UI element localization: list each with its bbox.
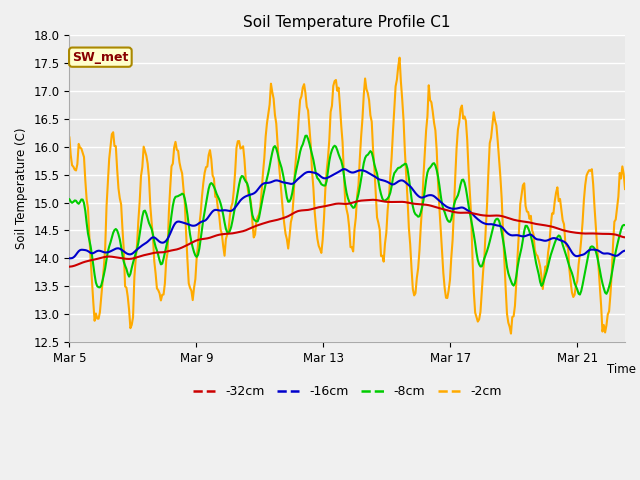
Text: SW_met: SW_met (72, 51, 129, 64)
Legend: -32cm, -16cm, -8cm, -2cm: -32cm, -16cm, -8cm, -2cm (188, 380, 507, 403)
Y-axis label: Soil Temperature (C): Soil Temperature (C) (15, 128, 28, 250)
X-axis label: Time: Time (607, 363, 636, 376)
Title: Soil Temperature Profile C1: Soil Temperature Profile C1 (243, 15, 451, 30)
